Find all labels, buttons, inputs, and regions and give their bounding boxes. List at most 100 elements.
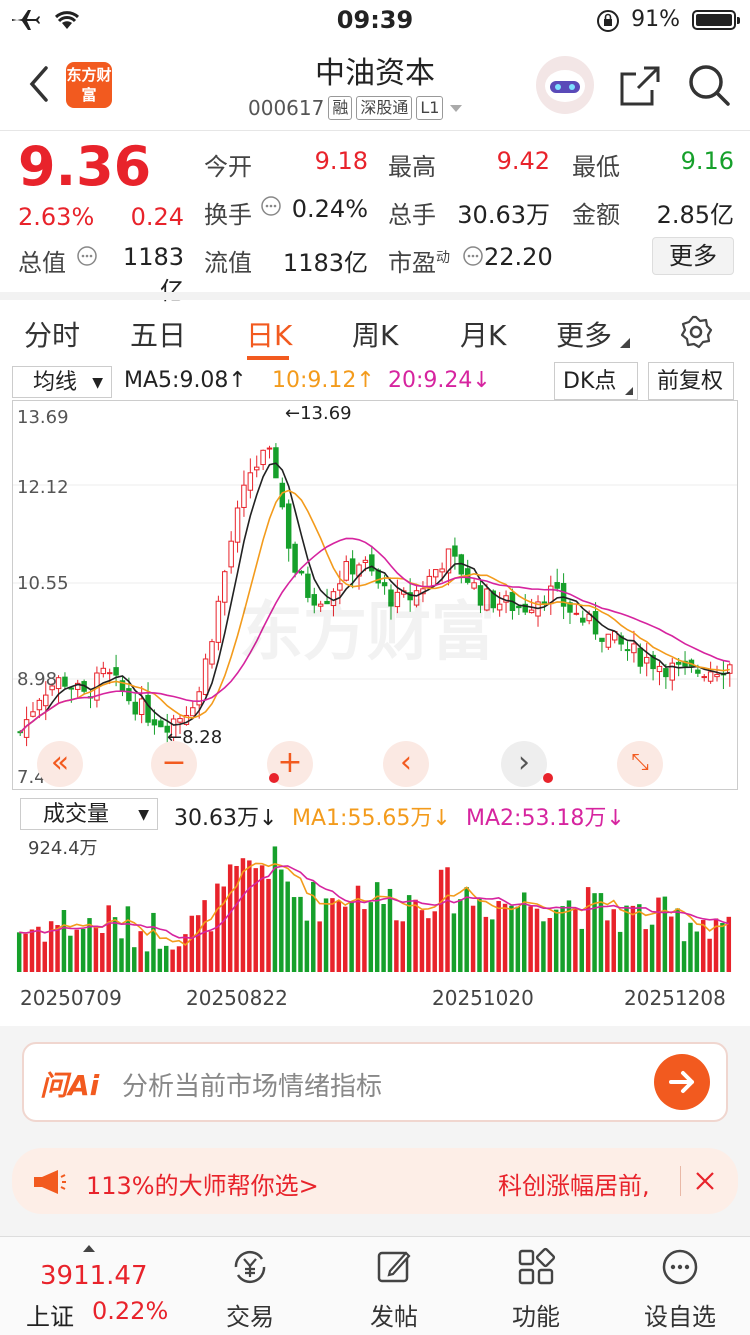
nav-functions-label: 功能 (512, 1303, 560, 1331)
search-icon[interactable] (686, 62, 732, 108)
volume-chart[interactable]: 924.4万 (12, 830, 738, 980)
more-quote-button[interactable]: 更多 (652, 237, 734, 275)
y-axis-label: 8.98 (17, 669, 58, 690)
volume-select[interactable]: 成交量 ▼ (20, 798, 158, 830)
ai-submit-button[interactable] (654, 1054, 710, 1110)
trade-icon (234, 1250, 266, 1284)
tab-daily-k[interactable]: 日K (246, 319, 293, 352)
y-axis-label: 12.12 (17, 477, 69, 498)
tab-intraday[interactable]: 分时 (24, 319, 81, 352)
ai-ask-box[interactable]: 问Ai 分析当前市场情绪指标 (22, 1042, 728, 1122)
volume-bar (681, 941, 687, 972)
tab-five-day[interactable]: 五日 (130, 319, 187, 352)
open-value: 9.18 (314, 147, 368, 175)
promo-divider (680, 1166, 681, 1196)
candle-body (266, 447, 273, 450)
candle-body (554, 582, 560, 589)
scroll-right-indicator-dot (543, 773, 553, 783)
candle-body (490, 590, 497, 609)
candle-body (560, 582, 567, 607)
candle-body (151, 719, 158, 726)
candlestick-chart[interactable]: 13.69 12.12 10.55 8.98 7.41 ←13.69 ←8.28… (12, 400, 738, 790)
scroll-far-left-button[interactable]: « (37, 741, 83, 787)
volume-bar (521, 892, 527, 972)
ma10-line (19, 489, 730, 733)
ai-placeholder[interactable]: 分析当前市场情绪指标 (122, 1072, 383, 1102)
candle-body (637, 647, 644, 667)
candle-body (305, 573, 311, 598)
volume-bar (566, 900, 572, 972)
amount-value: 2.85亿 (656, 201, 734, 229)
tab-weekly-k[interactable]: 周K (352, 319, 399, 352)
candle-body (49, 685, 55, 691)
volume-bar (694, 931, 700, 972)
tab-monthly-k[interactable]: 月K (460, 319, 507, 352)
volume-bar (464, 887, 469, 972)
total-value: 1183亿 (122, 243, 184, 305)
low-label: 最低 (572, 153, 620, 181)
volume-bar (490, 919, 495, 972)
info-dots-icon[interactable] (462, 245, 484, 267)
scroll-left-button[interactable]: ‹ (383, 741, 429, 787)
adjust-button[interactable]: 前复权 (648, 362, 734, 400)
high-marker: ←13.69 (285, 403, 352, 424)
share-icon[interactable] (618, 64, 662, 108)
current-price: 9.36 (18, 135, 152, 198)
back-icon[interactable] (26, 64, 52, 104)
volume-bar (23, 933, 28, 972)
zoom-out-button[interactable]: − (151, 741, 197, 787)
scroll-right-button[interactable]: › (501, 741, 547, 787)
candle-body (445, 548, 452, 574)
promo-left-text[interactable]: 113%的大师帮你选> (86, 1172, 319, 1200)
candle-body (349, 558, 356, 575)
fullscreen-button[interactable]: ⤡ (617, 741, 663, 787)
nav-post[interactable]: 发帖 (324, 1237, 464, 1335)
promo-right-text[interactable]: 科创涨幅居前, (498, 1172, 650, 1200)
volume-bar (643, 929, 648, 972)
turnover-value: 0.24% (291, 195, 368, 223)
change-percent: 2.63% (18, 203, 95, 231)
orientation-lock-icon (597, 10, 619, 32)
index-ticker[interactable]: 3911.47 上证 0.22% (10, 1237, 168, 1335)
candle-body (714, 673, 720, 678)
settings-icon[interactable] (678, 314, 714, 350)
promo-banner[interactable]: 113%的大师帮你选> 科创涨幅居前, (12, 1148, 738, 1214)
volume-bar (707, 938, 712, 972)
tag-margin: 融 (328, 96, 353, 120)
status-time: 09:39 (336, 6, 414, 34)
volume-bar (553, 909, 559, 972)
ma-select[interactable]: 均线 ▼ (12, 366, 112, 398)
stock-code-row[interactable]: 000617 融 深股通 L1 (248, 96, 465, 120)
nav-trade-label: 交易 (226, 1303, 274, 1331)
volume-bar (483, 916, 489, 972)
tab-more[interactable]: 更多 (556, 319, 613, 352)
candle-body (285, 503, 292, 549)
brand-logo[interactable]: 东方财富 (66, 62, 112, 108)
info-dots-icon[interactable] (260, 195, 282, 217)
candle-body (701, 676, 707, 679)
info-dots-icon[interactable] (76, 245, 98, 267)
candle-body (643, 656, 650, 664)
quote-panel: 9.36 2.63% 0.24 总值 1183亿 今开 9.18 最高 9.42… (0, 130, 750, 305)
volume-bar (132, 947, 137, 972)
candle-body (113, 667, 119, 676)
dk-point-button[interactable]: DK点 (554, 362, 638, 400)
nav-trade[interactable]: 交易 (180, 1237, 320, 1335)
volume-bar (36, 926, 41, 972)
close-icon[interactable] (694, 1170, 716, 1192)
candle-body (55, 677, 62, 690)
candle-body (394, 591, 401, 608)
candle-body (337, 583, 343, 591)
nav-functions[interactable]: 功能 (466, 1237, 606, 1335)
nav-customize[interactable]: 设自选 (610, 1237, 750, 1335)
volume-current: 30.63万↓ (174, 806, 278, 831)
corner-caret-icon (620, 338, 630, 348)
volume-bar (387, 888, 393, 972)
volume-bar (579, 928, 585, 972)
volume-value: 30.63万 (457, 201, 550, 229)
volume-bar (573, 907, 578, 972)
volume-bar (496, 901, 501, 972)
candle-body (164, 725, 170, 733)
ma5-value: MA5:9.08↑ (124, 368, 247, 393)
assistant-avatar[interactable] (536, 56, 594, 114)
